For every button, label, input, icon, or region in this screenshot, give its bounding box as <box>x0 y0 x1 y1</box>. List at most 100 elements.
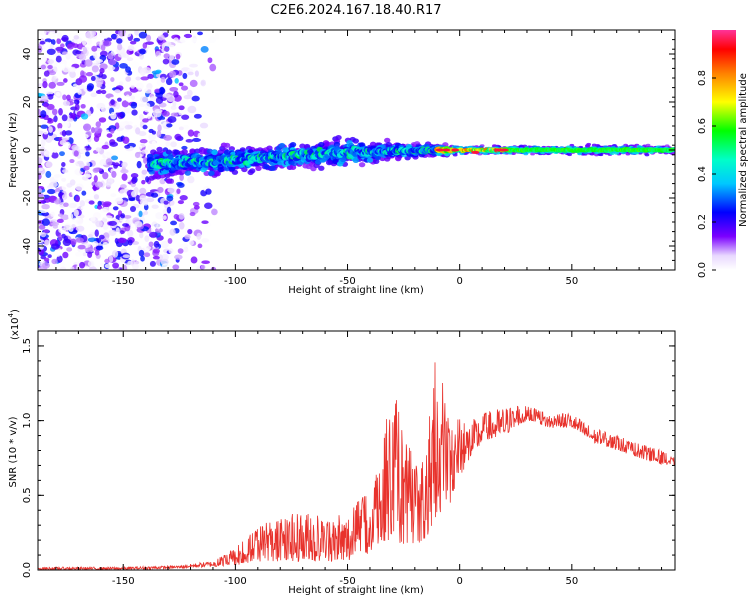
heatmap-noise-cell <box>51 151 59 159</box>
top-x-tick-label: -150 <box>112 276 135 287</box>
heatmap-noise-cell <box>178 110 185 116</box>
heatmap-noise-cell <box>112 262 120 269</box>
heatmap-noise-cell <box>38 188 42 193</box>
heatmap-noise-cell <box>45 90 54 95</box>
heatmap-signal-cell <box>255 165 262 171</box>
heatmap-noise-cell <box>127 239 133 246</box>
heatmap-noise-cell <box>145 102 151 110</box>
heatmap-signal-cell <box>223 142 231 148</box>
spectrogram-panel: -150 -100 -50 0 50 -40 -20 0 20 40 Height of str… <box>8 29 676 296</box>
heatmap-noise-cell <box>54 248 63 256</box>
heatmap-noise-cell <box>80 205 90 210</box>
heatmap-noise-cell <box>83 123 92 132</box>
heatmap-layer <box>38 30 675 270</box>
heatmap-noise-cell <box>169 200 175 207</box>
heatmap-noise-cell <box>119 121 127 129</box>
heatmap-noise-cell <box>86 37 93 46</box>
heatmap-signal-cell <box>352 157 360 163</box>
heatmap-noise-cell <box>200 45 209 53</box>
heatmap-noise-cell <box>187 71 194 76</box>
heatmap-noise-cell <box>44 257 50 262</box>
heatmap-noise-cell <box>45 161 53 168</box>
heatmap-noise-cell <box>98 234 105 240</box>
heatmap-noise-cell <box>80 113 89 120</box>
heatmap-noise-cell <box>44 38 53 43</box>
heatmap-noise-cell <box>113 43 119 49</box>
heatmap-signal-cell <box>335 134 342 141</box>
heatmap-noise-cell <box>192 201 200 207</box>
heatmap-noise-cell <box>160 76 166 83</box>
heatmap-noise-cell <box>182 247 189 253</box>
heatmap-noise-cell <box>164 41 172 47</box>
heatmap-noise-cell <box>46 103 55 110</box>
heatmap-noise-cell <box>40 56 47 64</box>
heatmap-noise-cell <box>134 151 141 159</box>
heatmap-noise-cell <box>87 260 95 268</box>
heatmap-signal-cell <box>167 154 174 160</box>
heatmap-noise-cell <box>134 221 143 228</box>
heatmap-noise-cell <box>78 75 88 83</box>
heatmap-noise-cell <box>138 249 145 257</box>
heatmap-noise-cell <box>110 77 115 83</box>
heatmap-signal-cell <box>173 149 181 155</box>
heatmap-noise-cell <box>94 58 104 63</box>
heatmap-noise-cell <box>47 64 53 70</box>
heatmap-signal-cell <box>278 142 286 149</box>
heatmap-noise-cell <box>181 206 190 214</box>
heatmap-noise-cell <box>145 176 150 183</box>
heatmap-noise-cell <box>117 43 123 51</box>
heatmap-noise-cell <box>42 81 48 89</box>
heatmap-noise-cell <box>102 172 109 180</box>
heatmap-signal-cell <box>358 162 366 168</box>
heatmap-noise-cell <box>93 194 100 200</box>
heatmap-noise-cell <box>110 193 117 198</box>
heatmap-noise-cell <box>39 208 48 214</box>
heatmap-noise-cell <box>43 102 49 108</box>
heatmap-noise-cell <box>201 220 209 225</box>
heatmap-noise-cell <box>41 218 50 226</box>
heatmap-noise-cell <box>130 206 137 213</box>
heatmap-noise-cell <box>140 76 150 81</box>
chart-title: C2E6.2024.167.18.40.R17 <box>270 3 441 18</box>
heatmap-noise-cell <box>201 238 210 243</box>
heatmap-noise-cell <box>38 83 44 88</box>
heatmap-noise-cell <box>60 43 65 48</box>
y-scale-factor: (x104) <box>7 309 21 340</box>
heatmap-noise-cell <box>123 214 132 219</box>
heatmap-peak-cell <box>451 148 460 152</box>
heatmap-noise-cell <box>154 227 163 233</box>
heatmap-noise-cell <box>139 114 144 121</box>
heatmap-noise-cell <box>139 187 147 195</box>
heatmap-noise-cell <box>95 153 102 157</box>
heatmap-noise-cell <box>50 211 55 217</box>
heatmap-noise-cell <box>40 110 47 118</box>
heatmap-noise-cell <box>185 138 194 143</box>
heatmap-noise-cell <box>86 71 94 77</box>
heatmap-noise-cell <box>95 89 102 94</box>
heatmap-noise-cell <box>189 63 198 68</box>
heatmap-noise-cell <box>73 150 79 157</box>
heatmap-noise-cell <box>82 46 88 55</box>
heatmap-noise-cell <box>46 118 54 124</box>
heatmap-noise-cell <box>127 229 134 238</box>
heatmap-noise-cell <box>102 40 112 47</box>
heatmap-noise-cell <box>209 63 217 72</box>
heatmap-noise-cell <box>57 128 63 132</box>
heatmap-noise-cell <box>62 121 70 128</box>
heatmap-noise-cell <box>73 209 79 217</box>
heatmap-noise-cell <box>130 61 139 68</box>
heatmap-signal-cell <box>181 149 188 155</box>
heatmap-noise-cell <box>70 238 77 246</box>
heatmap-noise-cell <box>38 108 41 115</box>
heatmap-noise-cell <box>177 200 185 205</box>
heatmap-noise-cell <box>184 234 191 240</box>
heatmap-noise-cell <box>133 37 141 42</box>
heatmap-noise-cell <box>167 182 177 188</box>
heatmap-noise-cell <box>153 240 160 248</box>
heatmap-noise-cell <box>128 197 136 202</box>
top-x-tick-label: -50 <box>339 276 355 287</box>
heatmap-noise-cell <box>115 102 121 110</box>
heatmap-noise-cell <box>170 211 175 217</box>
heatmap-noise-cell <box>119 62 128 69</box>
